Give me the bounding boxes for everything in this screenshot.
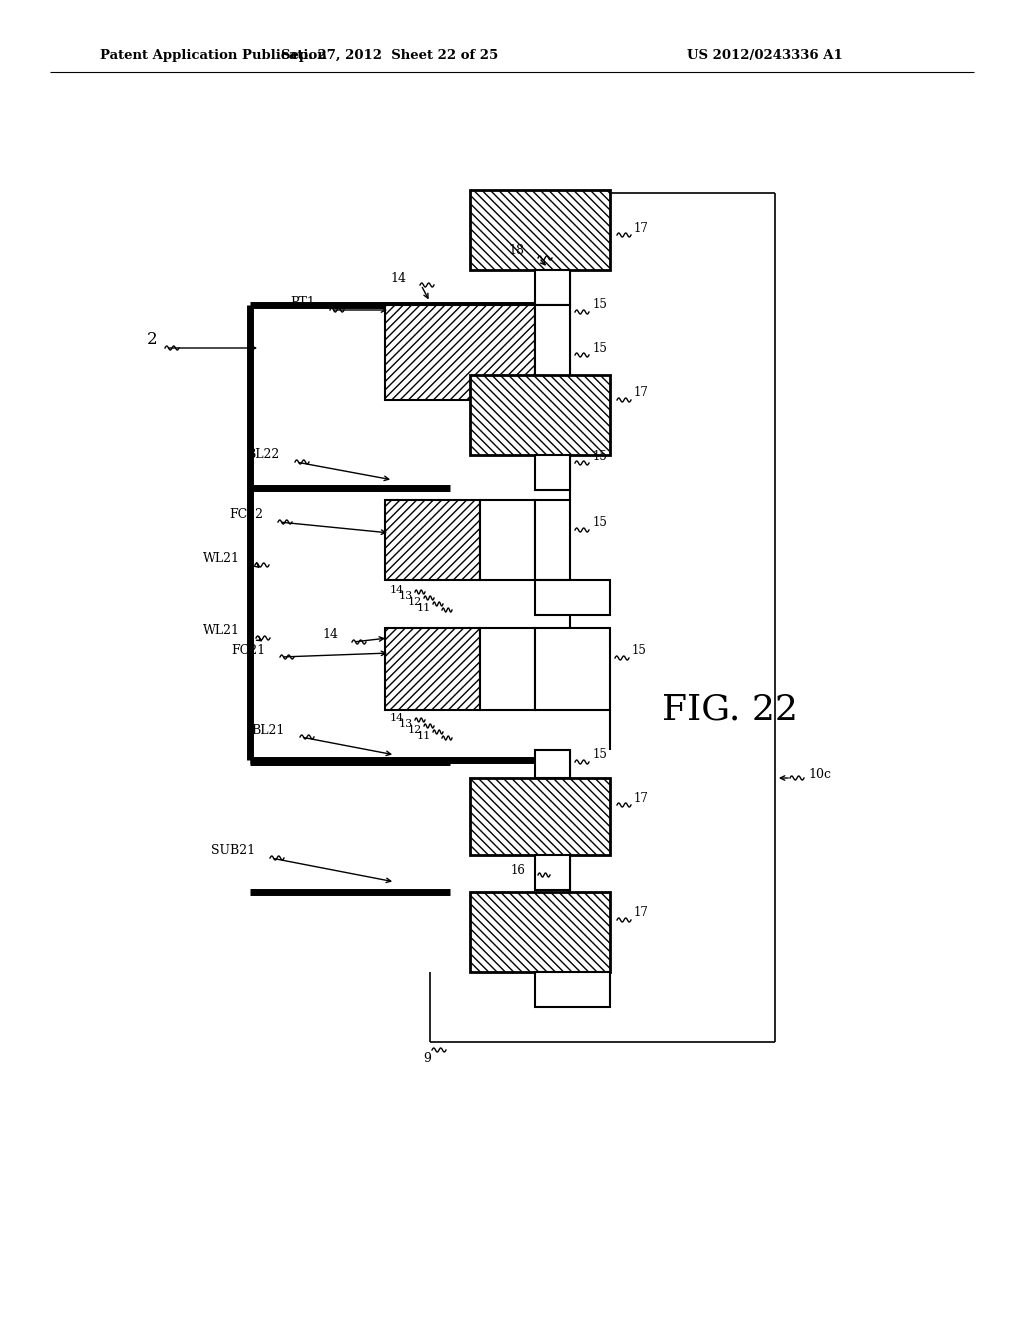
Bar [535, 271, 570, 305]
Bar [470, 892, 610, 972]
Text: 14: 14 [390, 585, 404, 595]
Bar [470, 375, 610, 455]
Text: 15: 15 [632, 644, 647, 657]
Text: 14: 14 [322, 628, 338, 642]
Text: 16: 16 [511, 863, 526, 876]
Text: 12: 12 [408, 725, 422, 735]
Text: 15: 15 [593, 748, 608, 762]
Text: US 2012/0243336 A1: US 2012/0243336 A1 [687, 49, 843, 62]
Text: 15: 15 [593, 298, 608, 312]
Text: 15: 15 [593, 516, 608, 529]
Text: 2: 2 [146, 331, 158, 348]
Bar [535, 500, 570, 579]
Bar [470, 777, 610, 855]
Text: 17: 17 [634, 907, 649, 920]
Text: BL21: BL21 [252, 723, 285, 737]
Bar [385, 628, 480, 710]
Bar [385, 500, 480, 579]
Text: 12: 12 [408, 597, 422, 607]
Bar [535, 628, 610, 710]
Bar [535, 972, 610, 1007]
Text: 18: 18 [508, 244, 524, 257]
Bar [535, 305, 570, 400]
Bar [385, 305, 535, 400]
Text: Patent Application Publication: Patent Application Publication [100, 49, 327, 62]
Text: 13: 13 [398, 591, 413, 601]
Bar [535, 855, 570, 890]
Text: 17: 17 [634, 387, 649, 400]
Text: 14: 14 [390, 272, 406, 285]
Text: Sep. 27, 2012  Sheet 22 of 25: Sep. 27, 2012 Sheet 22 of 25 [282, 49, 499, 62]
Bar [480, 628, 535, 710]
Text: 11: 11 [417, 603, 431, 612]
Text: 17: 17 [634, 222, 649, 235]
Text: BL22: BL22 [247, 449, 280, 462]
Text: FIG. 22: FIG. 22 [663, 693, 798, 727]
Bar [535, 750, 570, 777]
Bar [535, 455, 570, 490]
Text: FC22: FC22 [229, 508, 263, 521]
Text: 15: 15 [593, 450, 608, 462]
Text: PT1: PT1 [290, 297, 315, 309]
Text: 9: 9 [423, 1052, 431, 1064]
Text: SUB21: SUB21 [211, 845, 255, 858]
Bar [470, 190, 610, 271]
Text: 15: 15 [593, 342, 608, 355]
Text: 13: 13 [398, 719, 413, 729]
Bar [535, 579, 610, 615]
Text: FC21: FC21 [230, 644, 265, 656]
Bar [480, 500, 535, 579]
Text: 17: 17 [634, 792, 649, 804]
Text: WL21: WL21 [203, 624, 240, 638]
Text: 14: 14 [390, 713, 404, 723]
Text: 10c: 10c [808, 768, 831, 781]
Text: 11: 11 [417, 731, 431, 741]
Text: WL21: WL21 [203, 552, 240, 565]
